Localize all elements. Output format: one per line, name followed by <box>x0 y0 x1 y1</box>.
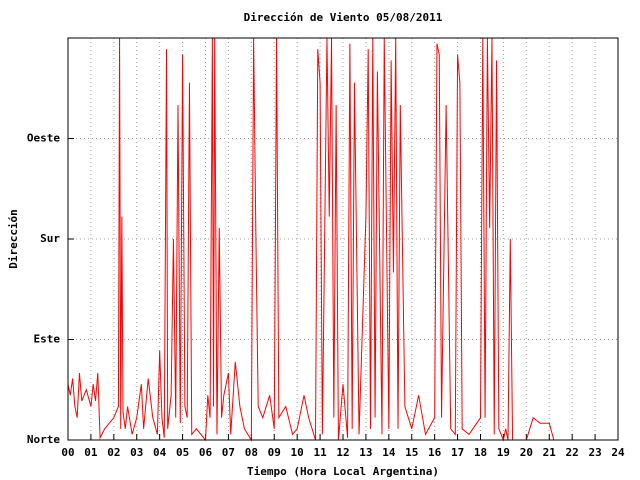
x-tick-label: 11 <box>313 446 327 459</box>
x-tick-label: 19 <box>497 446 510 459</box>
y-tick-label: Oeste <box>27 132 60 145</box>
x-tick-label: 08 <box>245 446 258 459</box>
y-tick-label: Este <box>34 333 61 346</box>
x-tick-label: 14 <box>382 446 396 459</box>
x-tick-label: 22 <box>566 446 579 459</box>
x-tick-label: 16 <box>428 446 442 459</box>
x-tick-label: 04 <box>153 446 167 459</box>
x-tick-label: 03 <box>130 446 143 459</box>
plot-border <box>67 37 619 441</box>
x-tick-label: 18 <box>474 446 487 459</box>
x-axis-label: Tiempo (Hora Local Argentina) <box>247 465 439 478</box>
y-tick-label: Norte <box>27 433 60 446</box>
x-tick-label: 10 <box>291 446 304 459</box>
x-tick-label: 01 <box>84 446 98 459</box>
data-line <box>67 37 555 442</box>
y-axis-label: Dirección <box>7 209 20 269</box>
y-tick-label: Sur <box>40 232 60 245</box>
chart-title: Dirección de Viento 05/08/2011 <box>244 11 443 24</box>
x-tick-label: 12 <box>336 446 349 459</box>
x-tick-label: 09 <box>268 446 281 459</box>
x-tick-label: 07 <box>222 446 235 459</box>
x-tick-label: 02 <box>107 446 120 459</box>
x-tick-label: 13 <box>359 446 372 459</box>
x-tick-label: 00 <box>61 446 74 459</box>
x-tick-label: 21 <box>543 446 557 459</box>
x-tick-label: 20 <box>520 446 533 459</box>
x-tick-label: 15 <box>405 446 418 459</box>
x-tick-label: 05 <box>176 446 189 459</box>
x-tick-label: 17 <box>451 446 464 459</box>
x-tick-label: 24 <box>611 446 625 459</box>
x-tick-label: 23 <box>588 446 601 459</box>
x-tick-label: 06 <box>199 446 213 459</box>
